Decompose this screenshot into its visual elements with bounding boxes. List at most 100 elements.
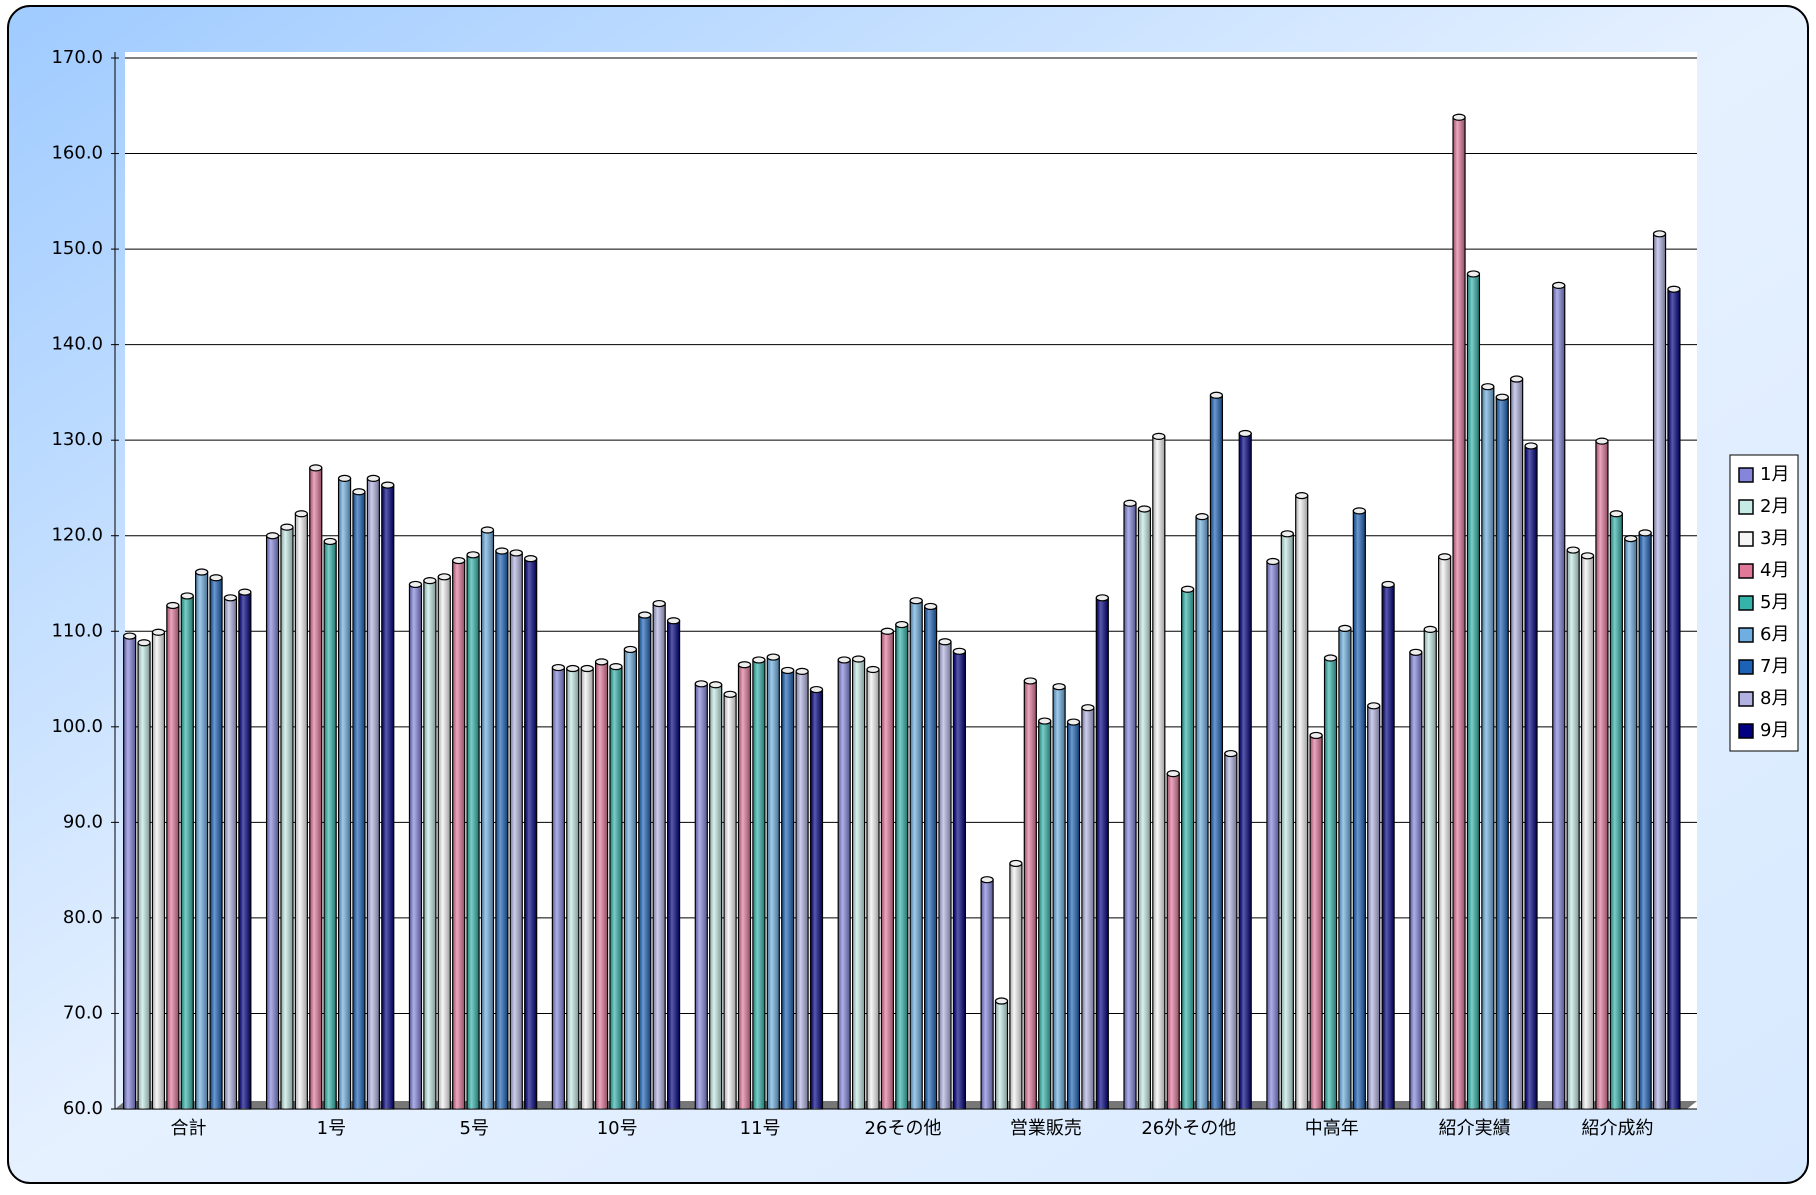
- bar-shade: [224, 597, 237, 1109]
- bar-shade: [738, 664, 751, 1109]
- bar-shade: [953, 651, 966, 1109]
- y-tick-label: 140.0: [51, 334, 103, 355]
- bar-cap: [781, 666, 795, 675]
- bar-shade: [624, 649, 637, 1109]
- bar-cap: [909, 597, 923, 605]
- bar-shade: [667, 620, 680, 1109]
- bar-cap: [837, 656, 851, 664]
- bar-cap: [323, 537, 337, 546]
- bar-cap: [952, 647, 967, 655]
- legend-label: 5月: [1760, 592, 1789, 613]
- bar-shade: [481, 529, 494, 1109]
- bar-shade: [367, 478, 380, 1109]
- bar-shade: [1438, 556, 1451, 1109]
- bar-shade: [510, 552, 523, 1109]
- bar-shade: [423, 580, 436, 1109]
- x-tick-label: 10号: [597, 1118, 638, 1139]
- bar-cap: [223, 594, 238, 602]
- bar-cap: [437, 573, 451, 581]
- bar-cap: [1481, 383, 1495, 391]
- bar-cap: [166, 601, 180, 610]
- bar-cap: [480, 526, 495, 534]
- bar-cap: [1652, 230, 1667, 238]
- bar-cap: [1038, 717, 1052, 725]
- bar-shade: [467, 554, 480, 1109]
- bar-cap: [1438, 553, 1452, 561]
- bar-shade: [995, 1001, 1008, 1109]
- bar-shade: [1667, 289, 1680, 1110]
- bar-shade: [1009, 863, 1022, 1109]
- bar-cap: [1066, 718, 1081, 726]
- y-tick-label: 60.0: [63, 1098, 103, 1119]
- bar-shade: [1653, 233, 1666, 1109]
- bar-cap: [666, 617, 681, 625]
- bar-shade: [1639, 532, 1652, 1109]
- bar-shade: [1281, 533, 1294, 1109]
- bar-shade: [295, 513, 308, 1109]
- bar-cap: [1052, 683, 1066, 691]
- bar-cap: [1009, 859, 1023, 868]
- bar-cap: [524, 555, 538, 563]
- bar-shade: [1038, 721, 1051, 1109]
- bar-cap: [352, 488, 366, 496]
- bar-cap: [337, 474, 352, 482]
- bar-shade: [796, 671, 809, 1109]
- y-tick-label: 80.0: [63, 907, 103, 928]
- bar-cap: [209, 574, 223, 582]
- x-tick-label: 中高年: [1305, 1118, 1359, 1139]
- bar-shade: [1053, 686, 1066, 1109]
- bar-shade: [695, 683, 708, 1109]
- bar-shade: [1481, 386, 1494, 1109]
- legend-swatch: [1738, 723, 1754, 739]
- bar-shade: [1324, 658, 1337, 1109]
- bar-cap: [381, 481, 395, 489]
- bar-shade: [1138, 508, 1151, 1109]
- legend-swatch: [1738, 467, 1754, 483]
- bar-shade: [338, 478, 351, 1109]
- bar-cap: [723, 690, 737, 698]
- bar-cap: [551, 663, 565, 672]
- bar-shade: [709, 684, 722, 1109]
- bar-cap: [1295, 491, 1309, 500]
- bar-cap: [1224, 749, 1238, 758]
- bar-cap: [123, 632, 137, 640]
- legend-swatch: [1738, 595, 1754, 611]
- bar-cap: [408, 580, 423, 589]
- bar-cap: [895, 620, 909, 629]
- x-tick-label: 11号: [740, 1118, 781, 1139]
- legend-swatch: [1738, 691, 1754, 707]
- bar-shade: [1224, 753, 1237, 1109]
- bar-cap: [1023, 677, 1037, 685]
- bar-shade: [638, 615, 651, 1109]
- bar-shade: [181, 595, 194, 1109]
- x-tick-label: 5号: [460, 1118, 489, 1139]
- bar-shade: [195, 572, 208, 1109]
- bar-shade: [895, 624, 908, 1109]
- bar-cap: [366, 474, 380, 482]
- bar-cap: [137, 639, 151, 647]
- y-tick-label: 130.0: [51, 429, 103, 450]
- bar-cap: [1367, 702, 1381, 710]
- bar-shade: [1196, 516, 1209, 1109]
- bar-cap: [1580, 552, 1595, 560]
- bar-shade: [1624, 538, 1637, 1109]
- x-tick-label: 紹介成約: [1582, 1118, 1654, 1139]
- bar-cap: [151, 628, 166, 636]
- bar-shade: [981, 879, 994, 1109]
- bar-shade: [724, 694, 737, 1109]
- bar-shade: [1581, 555, 1594, 1109]
- bar-shade: [123, 636, 136, 1109]
- y-tick-label: 110.0: [51, 620, 103, 641]
- bar-cap: [1352, 507, 1366, 515]
- bar-shade: [852, 658, 865, 1109]
- bar-cap: [1309, 731, 1323, 740]
- bar-shade: [1024, 680, 1037, 1109]
- bar-shade: [1467, 273, 1480, 1109]
- bar-cap: [180, 592, 194, 600]
- bar-cap: [1595, 437, 1609, 445]
- bar-cap: [923, 602, 938, 611]
- bar-shade: [581, 668, 594, 1109]
- bar-shade: [781, 670, 794, 1109]
- bar-shade: [1096, 597, 1109, 1109]
- bar-cap: [1624, 534, 1638, 543]
